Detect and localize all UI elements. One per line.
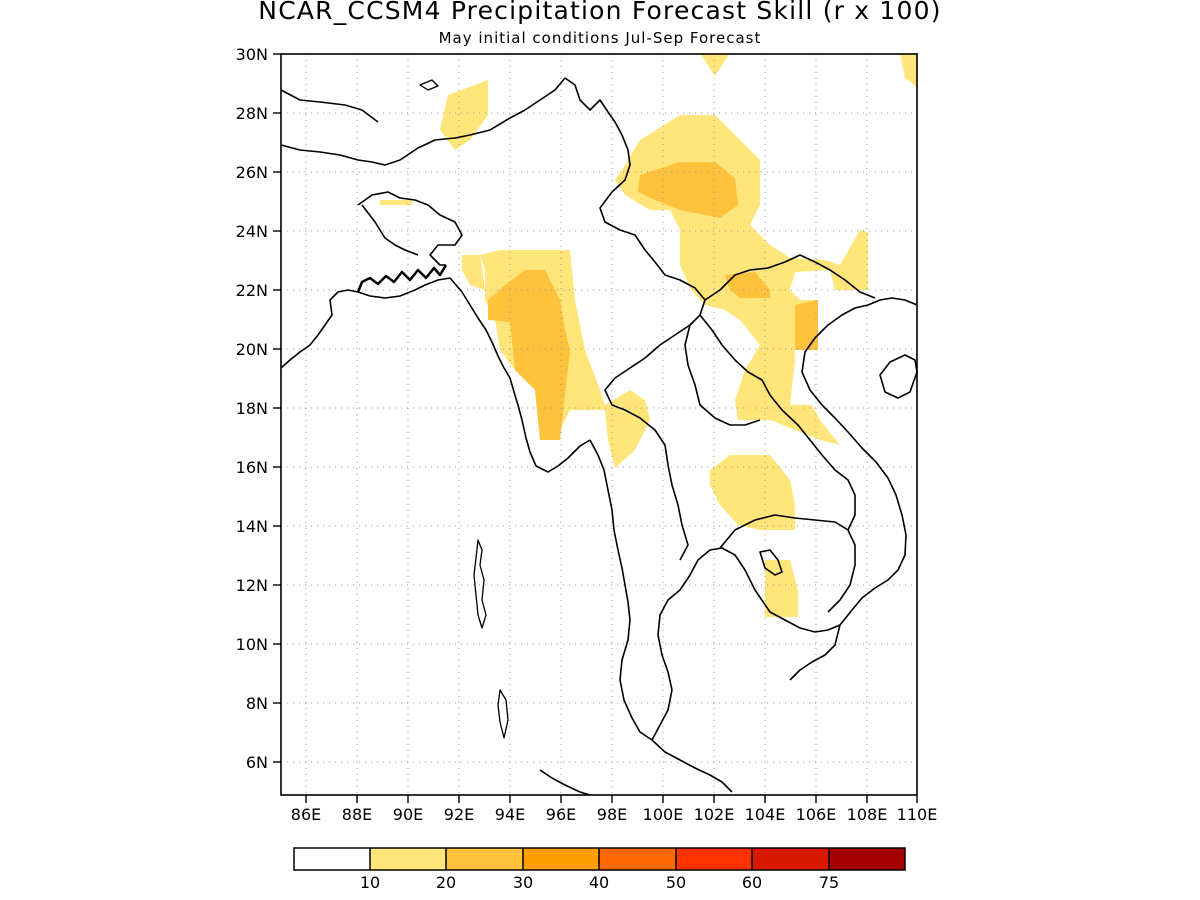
- colorbar-swatch-0: [294, 848, 370, 870]
- tick-marks: [273, 53, 918, 803]
- lon-tick-label: 92E: [444, 805, 474, 824]
- coastlines-borders: [280, 77, 918, 796]
- colorbar-label: 30: [513, 873, 533, 892]
- colorbar: 10 20 30 40 50 60 75: [293, 847, 906, 892]
- colorbar-label: 40: [589, 873, 609, 892]
- lat-tick-label: 6N: [246, 753, 268, 772]
- map-title: NCAR_CCSM4 Precipitation Forecast Skill …: [258, 0, 942, 25]
- lat-tick-label: 18N: [236, 399, 268, 418]
- colorbar-swatch-1: [370, 848, 446, 870]
- lon-tick-label: 102E: [694, 805, 735, 824]
- map-subtitle: May initial conditions Jul-Sep Forecast: [438, 29, 762, 47]
- lon-tick-label: 104E: [745, 805, 786, 824]
- colorbar-swatch-5: [676, 848, 752, 870]
- lat-tick-label: 12N: [236, 576, 268, 595]
- colorbar-label: 50: [666, 873, 686, 892]
- lon-tick-label: 90E: [393, 805, 423, 824]
- lat-tick-label: 30N: [236, 45, 268, 64]
- lat-tick-label: 28N: [236, 104, 268, 123]
- lon-tick-label: 100E: [643, 805, 684, 824]
- lat-tick-label: 14N: [236, 517, 268, 536]
- lat-tick-label: 22N: [236, 281, 268, 300]
- lon-tick-label: 88E: [342, 805, 372, 824]
- lat-tick-label: 8N: [246, 694, 268, 713]
- colorbar-swatch-6: [752, 848, 829, 870]
- colorbar-label: 60: [742, 873, 762, 892]
- lat-tick-label: 10N: [236, 635, 268, 654]
- lon-tick-labels: 86E 88E 90E 92E 94E 96E 98E 100E 102E 10…: [291, 805, 938, 824]
- colorbar-swatch-7: [829, 848, 905, 870]
- lon-tick-label: 108E: [847, 805, 888, 824]
- colorbar-swatch-2: [446, 848, 523, 870]
- lon-tick-label: 110E: [897, 805, 938, 824]
- lat-tick-label: 20N: [236, 340, 268, 359]
- lon-tick-label: 86E: [291, 805, 321, 824]
- lon-tick-label: 96E: [546, 805, 576, 824]
- lat-tick-label: 24N: [236, 222, 268, 241]
- lat-tick-label: 16N: [236, 458, 268, 477]
- lat-tick-label: 26N: [236, 163, 268, 182]
- lon-tick-label: 98E: [597, 805, 627, 824]
- lat-tick-labels: 30N 28N 26N 24N 22N 20N 18N 16N 14N 12N …: [236, 45, 268, 772]
- skill-shading-20-30: [488, 162, 818, 440]
- lon-tick-label: 106E: [796, 805, 837, 824]
- colorbar-swatch-4: [599, 848, 676, 870]
- lat-lon-grid: [281, 54, 917, 795]
- colorbar-label: 75: [819, 873, 839, 892]
- colorbar-label: 20: [436, 873, 456, 892]
- map-frame: [280, 53, 918, 796]
- colorbar-label: 10: [360, 873, 380, 892]
- lon-tick-label: 94E: [495, 805, 525, 824]
- colorbar-swatch-3: [523, 848, 599, 870]
